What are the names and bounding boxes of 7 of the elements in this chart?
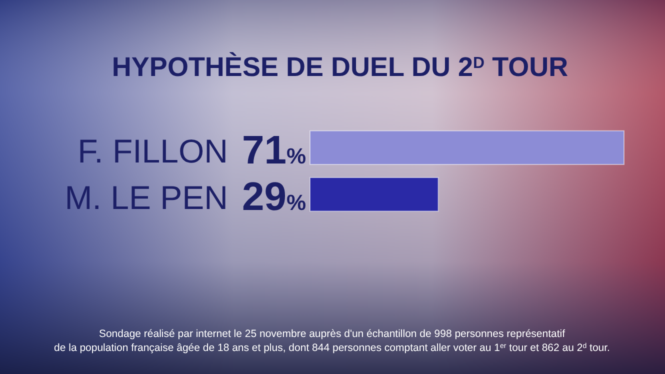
data-label: 71% (242, 128, 306, 172)
chart-title: HYPOTHÈSE DE DUEL DU 2$^{D}$ TOUR (112, 52, 568, 82)
y-tick-label: M. LE PEN (64, 179, 228, 216)
y-tick-label: F. FILLON (78, 132, 228, 170)
text: de la population française âgée de 18 ans et plus, dont 844 personnes comptant aller voter au 1$^{er}$ tour et 862 au 2$^{d}$ tour. (54, 342, 610, 354)
text: Sondage réalisé par internet le 25 novembre auprès d'un échantillon de 998 personnes représentatif (98, 328, 566, 340)
data-label: 29% (242, 175, 306, 220)
